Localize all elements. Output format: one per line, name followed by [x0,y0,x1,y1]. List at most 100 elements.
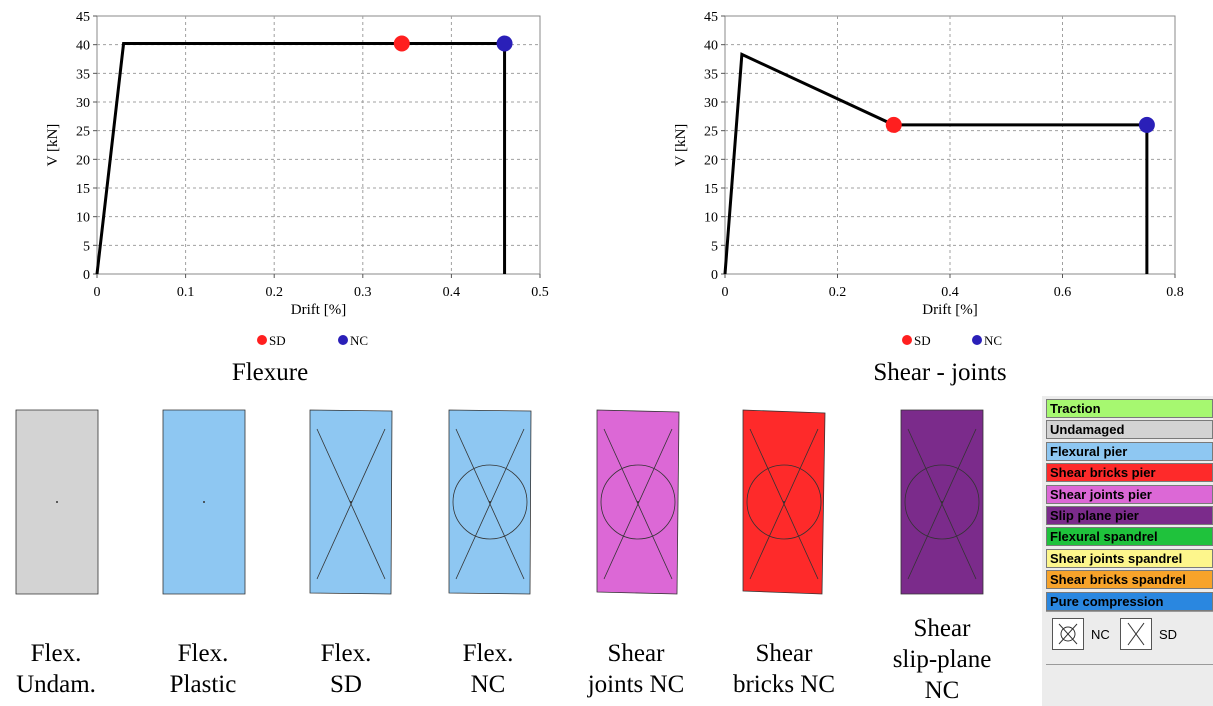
panel-caption-line: SD [330,671,362,698]
sd-legend-label: SD [914,333,931,348]
damage-panel [900,409,984,595]
y-tick-label: 30 [704,96,718,111]
x-axis-label: Drift [%] [291,302,346,318]
sd-point [885,116,902,133]
panel-caption-line: bricks NC [732,671,836,698]
y-tick-label: 5 [83,239,90,254]
y-tick-label: 20 [704,153,718,168]
legend-item: Shear bricks spandrel [1046,570,1213,590]
nc-point [1138,116,1155,133]
y-axis-label: V [kN] [673,124,689,167]
sd-symbol-box [1120,618,1152,650]
panel-caption: Flex. Plastic [128,638,278,700]
crack-line [455,428,525,580]
x-tick-label: 0.4 [941,285,959,300]
damage-panel [596,409,680,595]
panel-caption-line: Shear [913,615,971,642]
panel-caption: Flex. SD [271,638,421,700]
crack-line [603,428,673,580]
x-tick-label: 0.1 [177,285,195,300]
legend-item: Shear bricks pier [1046,463,1213,483]
collapse-circle [746,464,822,540]
legend-item: Slip plane pier [1046,506,1213,525]
x-tick-label: 0.3 [354,285,372,300]
panel-caption: Flex. NC [413,638,563,700]
sd-legend-marker [257,335,267,345]
panel-caption-line: Flex. [30,640,82,667]
panel-caption-line: Shear [755,640,813,667]
capacity-curve [95,42,507,275]
x-axis-label: Drift [%] [922,302,977,318]
x-tick-label: 0.2 [829,285,847,300]
collapse-circle [452,464,528,540]
x-tick-label: 0.8 [1166,285,1184,300]
panel-caption-line: Flex. [320,640,372,667]
legend-item: Traction [1046,399,1213,418]
nc-point [496,35,513,52]
panel-caption-line: NC [924,677,960,704]
nc-symbol-label: NC [1091,627,1110,642]
panel-caption-line: Flex. [462,640,514,667]
legend-item: Flexural pier [1046,441,1213,461]
legend-divider-bottom [1046,664,1213,665]
nc-symbol-box [1052,618,1084,650]
y-tick-label: 35 [76,67,90,82]
circle-cross-icon [1058,623,1078,645]
y-tick-label: 0 [711,268,718,283]
y-tick-label: 20 [76,153,90,168]
x-tick-label: 0.5 [531,285,549,300]
nc-legend-label: NC [984,333,1002,348]
cross-icon [1127,622,1145,646]
legend-divider [1046,611,1213,612]
sd-legend-label: SD [269,333,286,348]
damage-panel [448,409,532,595]
x-tick-label: 0.4 [443,285,461,300]
y-tick-label: 40 [76,39,90,54]
panel-caption-line: Plastic [169,671,237,698]
damage-legend-panel: Traction Undamaged Flexural pier Shear bric… [1042,396,1213,706]
legend-item: Pure compression [1046,591,1213,611]
sd-legend-marker [902,335,912,345]
panel-caption-line: Flex. [177,640,229,667]
sd-symbol-label: SD [1159,627,1178,642]
nc-legend-marker [338,335,348,345]
y-tick-label: 15 [76,182,90,197]
damage-panel [162,409,246,595]
center-node [56,501,58,503]
x-tick-label: 0 [94,285,101,300]
y-tick-label: 35 [704,67,718,82]
panel-caption-line: Shear [607,640,665,667]
legend-item: Flexural spandrel [1046,527,1213,547]
y-tick-label: 40 [704,39,718,54]
panel-caption: Shear joints NC [561,638,711,700]
panel-caption-line: slip-plane [892,646,992,673]
crack-line [749,428,819,580]
panel-caption: Flex. Undam. [0,638,131,700]
collapse-circle [904,464,980,540]
center-node [783,501,785,503]
chart-title-shear-joints: Shear - joints [873,359,1007,386]
center-node [350,501,352,503]
center-node [203,501,205,503]
y-tick-label: 30 [76,96,90,111]
flexure-chart: 0 5 10 15 20 25 30 35 40 45 0 0.1 0.2 0.3 0.4 0.5 Drift … [45,10,549,348]
panel-caption-line: joints NC [587,671,685,698]
legend-item: Shear joints pier [1046,484,1213,504]
x-tick-label: 0.6 [1054,285,1072,300]
center-node [489,501,491,503]
nc-legend-marker [972,335,982,345]
y-tick-label: 15 [704,182,718,197]
y-tick-label: 10 [76,211,90,226]
damage-panel [742,409,826,595]
center-node [637,501,639,503]
nc-legend-label: NC [350,333,368,348]
chart-title-flexure: Flexure [231,359,309,386]
panel-caption-line: Undam. [16,671,96,698]
collapse-circle [600,464,676,540]
y-tick-label: 45 [76,10,90,25]
crack-line [316,428,386,580]
crack-line [907,428,977,580]
y-tick-label: 45 [704,10,718,25]
y-tick-label: 25 [704,125,718,140]
plot-area [96,15,541,275]
